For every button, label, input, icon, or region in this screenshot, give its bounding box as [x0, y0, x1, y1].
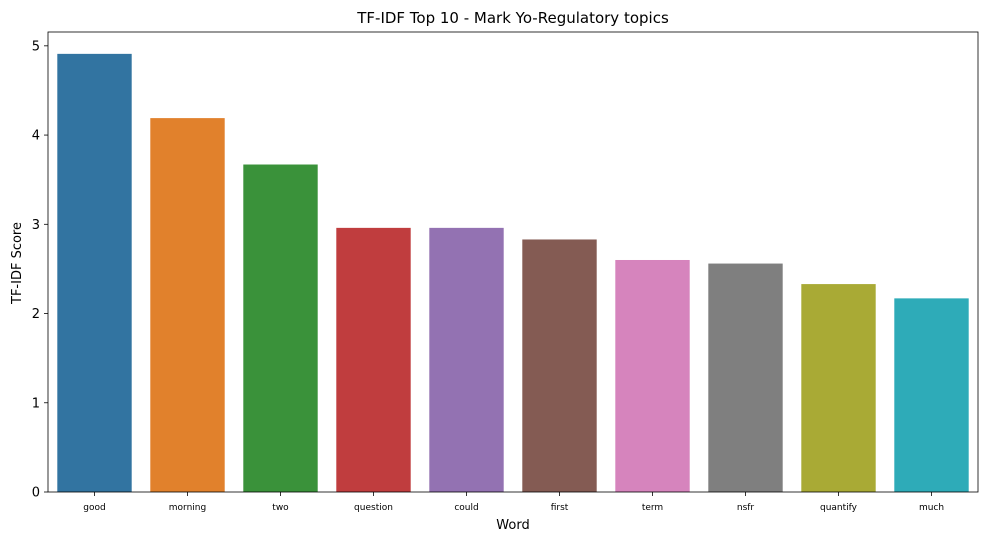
y-ticks: 0 1 2 3 4 5 — [32, 39, 48, 501]
x-axis-label: Word — [496, 518, 529, 533]
y-tick-label: 4 — [32, 129, 40, 144]
x-tick-label: quantify — [820, 503, 858, 513]
x-ticks: good morning two question could first term nsfr… — [83, 492, 944, 513]
chart-title: TF-IDF Top 10 - Mark Yo-Regulatory topic… — [356, 9, 669, 27]
y-axis-label: TF-IDF Score — [10, 222, 25, 305]
bars-layer — [57, 53, 969, 493]
x-tick-label: term — [642, 503, 663, 513]
y-tick-label: 3 — [32, 218, 40, 233]
x-tick-label: first — [551, 503, 569, 513]
bar-could — [429, 227, 504, 492]
bar-morning — [150, 118, 225, 493]
x-tick-label: nsfr — [737, 503, 755, 513]
y-tick-label: 0 — [32, 486, 40, 501]
bar-term — [615, 259, 690, 492]
y-tick-label: 1 — [32, 396, 40, 411]
x-tick-label: much — [919, 503, 944, 513]
bar-first — [522, 239, 597, 492]
axes-layer — [47, 31, 979, 493]
bar-quantify — [801, 284, 876, 492]
plot-frame — [47, 31, 979, 493]
x-tick-label: morning — [169, 503, 206, 513]
x-tick-label: two — [272, 503, 289, 513]
y-tick-label: 2 — [32, 307, 40, 322]
x-tick-label: question — [354, 503, 393, 513]
bar-question — [336, 227, 411, 492]
x-tick-label: could — [454, 503, 478, 513]
bar-two — [243, 164, 318, 492]
bar-nsfr — [708, 263, 783, 492]
x-tick-label: good — [83, 503, 105, 513]
bar-good — [57, 53, 132, 492]
bar-much — [894, 298, 969, 492]
y-tick-label: 5 — [32, 39, 40, 54]
